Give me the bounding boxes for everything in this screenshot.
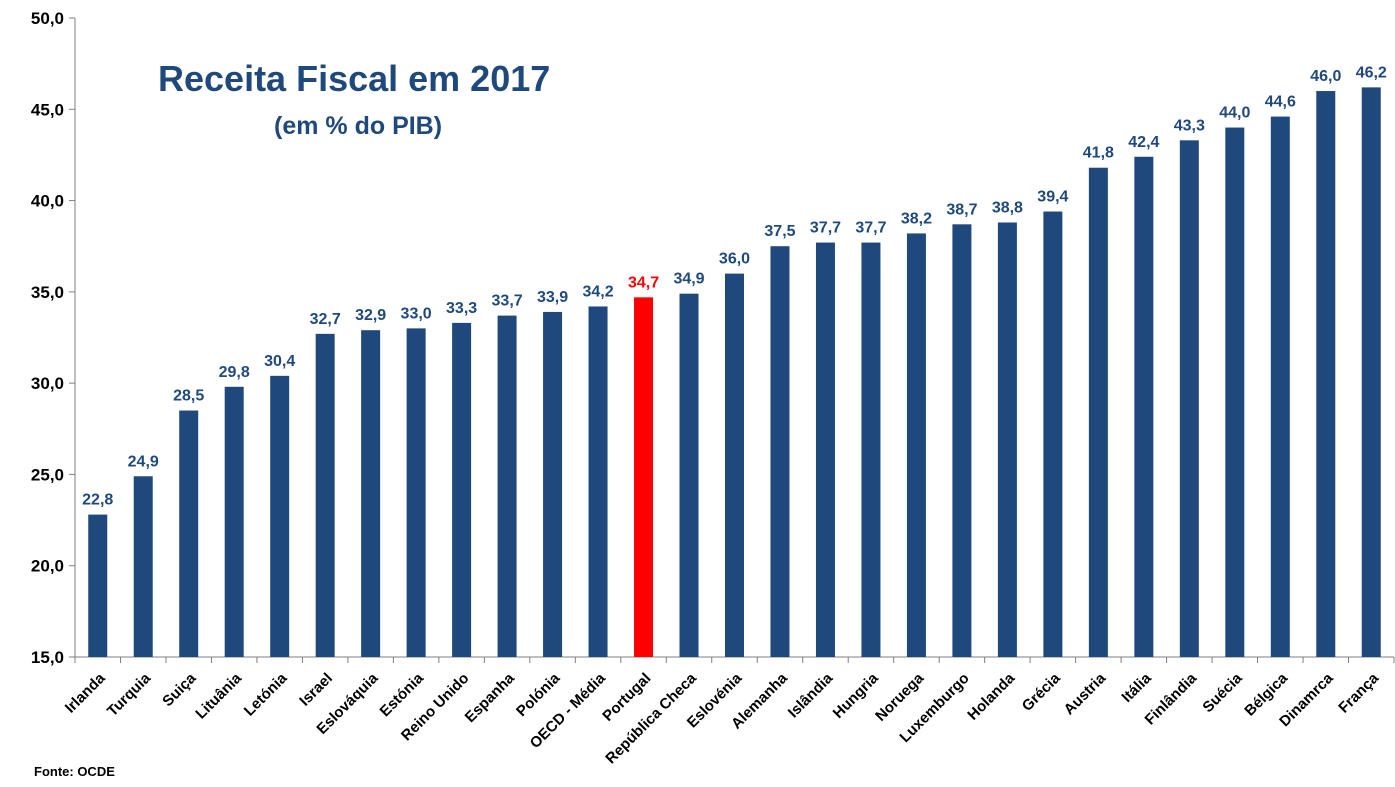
y-tick-label: 35,0 bbox=[31, 283, 64, 302]
data-label: 44,6 bbox=[1265, 94, 1296, 111]
data-label: 32,7 bbox=[310, 311, 341, 328]
data-label: 34,7 bbox=[628, 274, 659, 291]
y-tick-label: 30,0 bbox=[31, 374, 64, 393]
bar-24 bbox=[1179, 140, 1199, 657]
x-tick-label: Islândia bbox=[785, 669, 837, 721]
y-tick-label: 25,0 bbox=[31, 465, 64, 484]
data-label: 33,3 bbox=[446, 300, 477, 317]
bar-2 bbox=[179, 410, 199, 657]
data-label: 37,7 bbox=[810, 220, 841, 237]
bar-0 bbox=[88, 514, 108, 657]
bar-18 bbox=[906, 233, 926, 658]
bar-11 bbox=[588, 306, 608, 657]
data-label: 38,7 bbox=[946, 201, 977, 218]
x-tick-label: Turquia bbox=[104, 669, 155, 720]
bar-17 bbox=[861, 242, 881, 657]
y-tick-label: 45,0 bbox=[31, 100, 64, 119]
chart-title: Receita Fiscal em 2017 bbox=[158, 58, 551, 99]
bar-3 bbox=[224, 386, 244, 657]
data-label: 44,0 bbox=[1219, 105, 1250, 122]
data-label: 38,2 bbox=[901, 210, 932, 227]
bars bbox=[88, 87, 1381, 658]
data-label: 24,9 bbox=[128, 453, 159, 470]
x-tick-label: Grécia bbox=[1019, 669, 1065, 715]
data-label: 34,2 bbox=[582, 283, 613, 300]
bar-25 bbox=[1225, 127, 1245, 658]
bar-10 bbox=[543, 311, 563, 657]
data-label: 38,8 bbox=[992, 199, 1023, 216]
x-tick-label: Itália bbox=[1118, 669, 1155, 706]
data-label: 32,9 bbox=[355, 307, 386, 324]
data-label: 33,9 bbox=[537, 289, 568, 306]
x-tick-label: Lituânia bbox=[192, 669, 245, 722]
x-tick-label: Espanha bbox=[462, 669, 519, 726]
data-label: 43,3 bbox=[1174, 117, 1205, 134]
data-label: 36,0 bbox=[719, 251, 750, 268]
data-label: 30,4 bbox=[264, 353, 295, 370]
bar-26 bbox=[1270, 116, 1290, 658]
x-tick-label: França bbox=[1335, 669, 1382, 716]
data-label: 33,7 bbox=[492, 293, 523, 310]
bar-14 bbox=[725, 273, 744, 657]
bar-5 bbox=[315, 333, 335, 657]
y-axis: 15,0 20,0 25,0 30,0 35,0 40,0 45,0 50,0 bbox=[31, 9, 76, 667]
chart-source: Fonte: OCDE bbox=[34, 764, 115, 779]
x-tick-label: Letónia bbox=[241, 669, 291, 719]
data-label: 29,8 bbox=[219, 364, 250, 381]
data-labels: 22,8 24,9 28,5 29,8 30,4 32,7 32,9 33,0 33,3 33,7… bbox=[82, 64, 1387, 508]
data-label: 37,7 bbox=[855, 220, 886, 237]
bar-12 bbox=[634, 297, 654, 657]
y-tick-label: 15,0 bbox=[31, 648, 64, 667]
bar-8 bbox=[452, 322, 472, 657]
x-tick-label: Israel bbox=[296, 670, 336, 710]
data-label: 37,5 bbox=[764, 223, 795, 240]
data-label: 42,4 bbox=[1128, 134, 1159, 151]
chart-subtitle: (em % do PIB) bbox=[274, 112, 443, 140]
bar-23 bbox=[1134, 156, 1154, 658]
x-tick-label: Suiça bbox=[159, 669, 200, 710]
data-label: 28,5 bbox=[173, 388, 204, 405]
bar-13 bbox=[679, 293, 699, 657]
data-label: 33,0 bbox=[401, 305, 432, 322]
bar-15 bbox=[770, 246, 790, 657]
x-tick-label: Austria bbox=[1061, 669, 1110, 718]
bar-22 bbox=[1088, 167, 1108, 658]
x-tick-label: Irlanda bbox=[62, 669, 109, 716]
data-label: 41,8 bbox=[1083, 145, 1114, 162]
bar-16 bbox=[815, 242, 835, 657]
x-tick-label: Suécia bbox=[1199, 669, 1246, 716]
bar-28 bbox=[1361, 87, 1381, 658]
bar-7 bbox=[406, 328, 426, 657]
bar-21 bbox=[1043, 211, 1063, 658]
y-tick-label: 40,0 bbox=[31, 192, 64, 211]
x-tick-label: Holanda bbox=[964, 669, 1018, 723]
bar-19 bbox=[952, 224, 972, 657]
bar-27 bbox=[1316, 91, 1336, 658]
data-label: 39,4 bbox=[1037, 189, 1068, 206]
bar-20 bbox=[997, 222, 1017, 658]
bar-1 bbox=[133, 476, 153, 657]
bar-4 bbox=[270, 375, 290, 657]
bar-9 bbox=[497, 315, 517, 657]
data-label: 46,2 bbox=[1356, 64, 1387, 81]
data-label: 34,9 bbox=[673, 271, 704, 288]
y-tick-label: 50,0 bbox=[31, 9, 64, 28]
y-tick-label: 20,0 bbox=[31, 557, 64, 576]
data-label: 22,8 bbox=[82, 492, 113, 509]
bar-6 bbox=[361, 330, 381, 657]
data-label: 46,0 bbox=[1310, 68, 1341, 85]
